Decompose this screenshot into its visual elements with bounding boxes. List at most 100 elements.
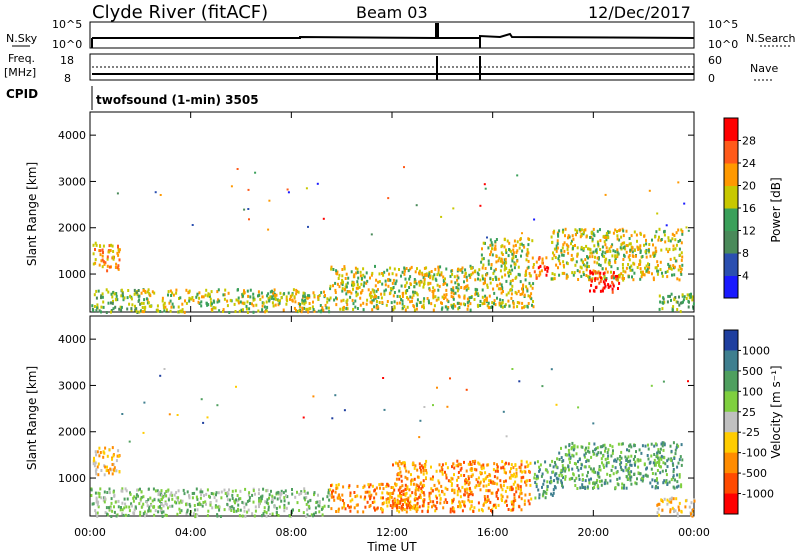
range-gate-cell [685,297,688,300]
range-gate-cell [153,513,156,517]
range-gate-cell [186,502,189,506]
range-gate-cell [305,187,308,190]
range-gate-cell [514,499,517,502]
range-gate-cell [96,306,99,310]
range-gate-cell [616,457,619,461]
range-gate-cell [582,485,585,489]
range-gate-cell [581,473,584,477]
range-gate-cell [389,495,392,498]
range-gate-cell [408,501,411,505]
range-gate-cell [425,273,428,277]
range-gate-cell [252,298,255,302]
range-gate-cell [171,302,174,306]
range-gate-cell [512,482,515,486]
range-gate-cell [263,510,266,513]
range-gate-cell [449,479,452,483]
range-gate-cell [628,449,631,453]
range-gate-cell [680,251,683,255]
range-gate-cell [630,482,633,486]
range-gate-cell [133,292,136,296]
range-gate-cell [515,292,518,296]
range-gate-cell [558,229,561,233]
range-gate-cell [538,270,541,274]
range-gate-cell [457,287,460,291]
range-gate-cell [299,304,302,308]
range-gate-cell [97,505,100,509]
range-gate-cell [566,247,569,251]
range-gate-cell [607,461,610,465]
range-gate-cell [322,217,325,220]
range-gate-cell [345,300,348,303]
range-gate-cell [450,269,453,273]
range-gate-cell [260,291,263,295]
range-gate-cell [428,494,431,498]
range-gate-cell [121,508,124,512]
range-gate-cell [550,368,553,371]
range-gate-cell [388,497,391,501]
range-gate-cell [597,256,600,260]
range-gate-cell [283,499,286,503]
range-gate-cell [530,292,533,296]
range-gate-cell [629,478,632,482]
range-gate-cell [432,295,435,298]
range-gate-cell [92,462,95,466]
range-gate-cell [279,299,281,303]
range-gate-cell [598,275,601,279]
range-gate-cell [258,505,260,509]
range-gate-cell [459,501,461,505]
range-gate-cell [563,271,566,275]
range-gate-cell [122,513,125,517]
range-gate-cell [101,292,104,296]
range-gate-cell [113,505,115,509]
range-gate-cell [616,274,619,278]
range-gate-cell [568,444,571,448]
range-gate-cell [551,272,554,276]
range-gate-cell [97,491,100,495]
range-gate-cell [578,228,581,232]
range-gate-cell [292,288,295,292]
range-gate-cell [644,266,646,270]
range-gate-cell [659,456,662,460]
range-gate-cell [451,501,454,505]
range-gate-cell [405,469,408,473]
range-gate-cell [587,247,589,251]
range-gate-cell [481,302,484,306]
range-gate-cell [555,244,558,248]
range-gate-cell [557,477,560,481]
range-gate-cell [435,496,438,500]
range-gate-cell [354,305,357,309]
range-gate-cell [110,292,113,296]
range-gate-cell [342,485,345,489]
range-gate-cell [116,266,119,270]
range-gate-cell [447,306,450,309]
range-gate-cell [161,296,164,300]
range-gate-cell [667,262,670,266]
range-gate-cell [285,295,288,299]
range-gate-cell [247,294,250,298]
range-gate-cell [400,497,403,501]
range-gate-cell [444,305,447,309]
range-gate-cell [630,264,633,268]
range-gate-cell [591,469,594,473]
range-gate-cell [471,493,474,497]
range-gate-cell [147,509,150,513]
range-gate-cell [669,497,672,501]
range-gate-cell [468,481,471,485]
range-gate-cell [627,469,630,473]
range-gate-cell [136,293,139,297]
range-gate-cell [527,265,530,269]
range-gate-cell [418,272,421,276]
range-gate-cell [368,490,371,494]
range-gate-cell [131,303,134,307]
range-gate-cell [482,277,484,281]
range-gate-cell [101,248,104,252]
range-gate-cell [159,374,162,377]
range-gate-cell [580,266,583,270]
range-gate-cell [102,244,105,248]
range-gate-cell [103,500,106,504]
range-gate-cell [198,296,201,300]
range-gate-cell [474,269,477,273]
range-gate-cell [341,274,344,278]
range-gate-cell [452,297,455,301]
range-gate-cell [692,306,695,310]
